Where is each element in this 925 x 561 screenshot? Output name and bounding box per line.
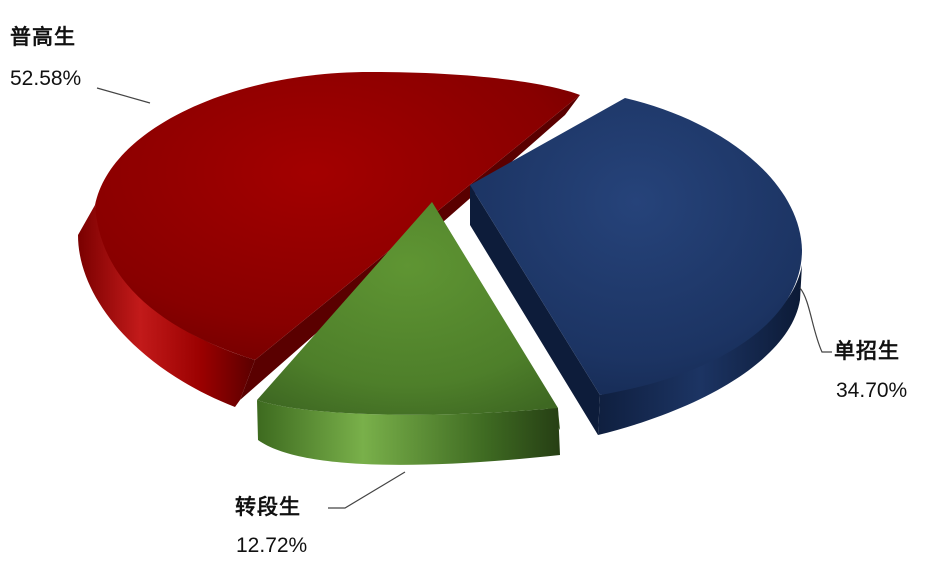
leader-line-green: [328, 471, 406, 509]
slice-inner-face-blue: [470, 185, 600, 435]
slice-label-red-value: 52.58%: [10, 67, 82, 90]
slice-side-green: [257, 400, 560, 465]
slice-label-green-value: 12.72%: [236, 534, 308, 557]
slice-label-red-name: 普高生: [10, 25, 76, 49]
slice-side-blue: [598, 265, 802, 435]
slice-label-blue-name: 单招生: [834, 339, 900, 363]
slice-side-red: [78, 205, 255, 407]
pie-slice-green: [257, 202, 560, 465]
leader-line-blue: [799, 287, 832, 353]
pie-slice-blue: [470, 98, 802, 435]
slice-label-blue-value: 34.70%: [836, 379, 908, 402]
slice-top-blue: [470, 98, 802, 395]
slice-label-green-name: 转段生: [235, 495, 301, 519]
slice-top-green: [257, 202, 558, 415]
leader-line-red: [96, 87, 151, 104]
slice-top-red: [95, 72, 580, 360]
